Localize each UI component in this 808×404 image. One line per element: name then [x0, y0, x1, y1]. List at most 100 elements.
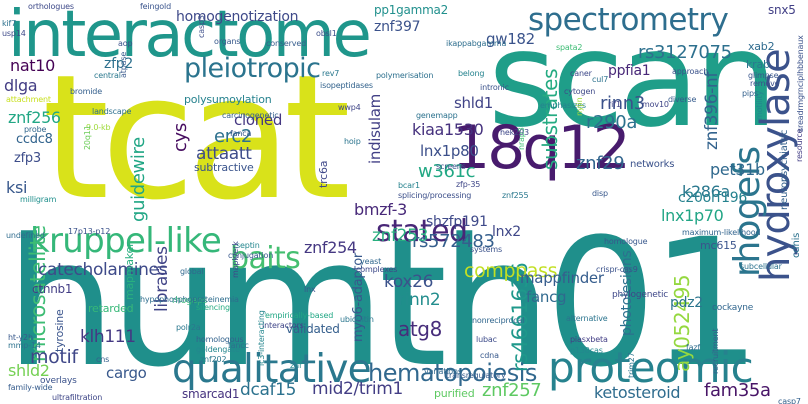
word: w361c — [418, 161, 476, 182]
word: global — [180, 267, 204, 276]
word: conjugation — [228, 251, 274, 260]
word: rhogaps — [172, 296, 208, 306]
word: diverse — [668, 95, 697, 104]
word: qualitative — [172, 347, 372, 392]
word: neuropsychiatric — [779, 129, 790, 210]
word: spectrometry — [528, 2, 729, 38]
word: wwp4 — [338, 103, 361, 112]
word: atpase — [119, 51, 128, 78]
word: casp7 — [778, 397, 801, 404]
word: 18q12 — [452, 113, 631, 183]
word: glimpse — [748, 71, 779, 80]
word: polymerisation — [376, 71, 434, 80]
word: erc2 — [214, 126, 252, 147]
word: cys — [170, 123, 191, 152]
word: networks — [630, 159, 675, 170]
word: lnx2 — [492, 224, 521, 240]
word: ultrafiltration — [52, 393, 103, 402]
word: ht-y2h — [8, 333, 33, 342]
word: interactome — [8, 0, 372, 72]
word: polr2a — [176, 323, 201, 332]
word: cytogen — [564, 87, 596, 96]
word: znf256 — [8, 108, 61, 127]
word: pips — [742, 89, 758, 98]
word: lnx1p70 — [661, 206, 724, 225]
word: ctnnb1 — [32, 282, 73, 296]
word: validated — [286, 322, 340, 336]
word: obsl1 — [316, 29, 337, 38]
word: lnx — [304, 285, 316, 294]
word: intronic — [480, 83, 509, 92]
word: ccdc8 — [16, 132, 53, 147]
word: subcellular — [740, 262, 782, 271]
word: piasxbeta — [570, 335, 608, 344]
word: casp3 — [197, 15, 206, 38]
word: znf257 — [482, 380, 542, 401]
word: rev7 — [322, 69, 340, 78]
word: snx5 — [768, 3, 796, 17]
word: catecholamines — [38, 260, 168, 280]
word: motif — [30, 346, 78, 368]
word: overlays — [40, 376, 77, 386]
word: carcinogenetic — [222, 111, 279, 120]
word: organs — [214, 37, 241, 46]
word: usp14 — [2, 29, 26, 38]
word: zfp2 — [104, 56, 133, 72]
word: substrates — [538, 68, 562, 170]
word: znf253 — [372, 226, 429, 246]
word: trim27 — [627, 352, 636, 378]
word: r290a — [586, 112, 637, 133]
word: c20orf196 — [678, 190, 747, 206]
word: indisulam — [366, 94, 384, 164]
word: cargo — [106, 364, 147, 382]
word: ay052495 — [670, 274, 694, 372]
word: landscape — [92, 107, 132, 116]
word: goldengate — [196, 345, 240, 354]
word: atg8 — [398, 317, 442, 341]
word: resource — [795, 128, 804, 162]
word: tyrosine — [53, 309, 66, 352]
word: conserved — [266, 39, 307, 48]
word: zfp-35 — [456, 180, 481, 189]
word: aop — [118, 39, 133, 48]
word: mapk/erk — [231, 241, 240, 278]
word: zfp3 — [14, 151, 41, 166]
word: pdz2 — [670, 295, 703, 311]
word: ubiquitin — [340, 315, 374, 324]
word: lc3-interacting — [257, 310, 266, 366]
word: complexes — [356, 265, 398, 274]
word: interactors — [262, 321, 304, 330]
word: fancg — [526, 288, 567, 306]
word: isopeptidases — [320, 81, 373, 90]
word: homologous — [196, 335, 244, 344]
word: comppass — [464, 260, 558, 282]
word: rif1 — [608, 100, 621, 109]
word: silencing — [196, 303, 230, 312]
word: krab — [746, 58, 770, 71]
word: hoip — [344, 137, 361, 146]
word: cns — [96, 355, 110, 364]
word: hematopoiesis — [368, 359, 537, 387]
word: cul7 — [592, 75, 609, 84]
word: recruitment — [711, 328, 720, 374]
word: klh111 — [80, 327, 136, 347]
word: feingold — [140, 2, 172, 11]
word: guidewire — [128, 137, 149, 222]
word: pp1gamma2 — [374, 3, 449, 17]
word: rinn2 — [398, 290, 441, 310]
word: pet31b — [710, 160, 765, 179]
word: kif7 — [2, 19, 17, 28]
word: mc615 — [700, 239, 737, 252]
word: septin — [236, 241, 260, 250]
word: approach — [672, 67, 709, 76]
word: znf396-nf — [702, 72, 722, 150]
word: rs572483 — [412, 231, 495, 252]
word: scan — [488, 3, 778, 157]
word: screens — [436, 162, 466, 171]
word: remove — [750, 79, 780, 88]
word: caner — [570, 69, 592, 78]
word: znf202 — [200, 355, 227, 364]
word: ketosteroid — [594, 383, 681, 402]
word: mappfinder — [520, 269, 604, 287]
